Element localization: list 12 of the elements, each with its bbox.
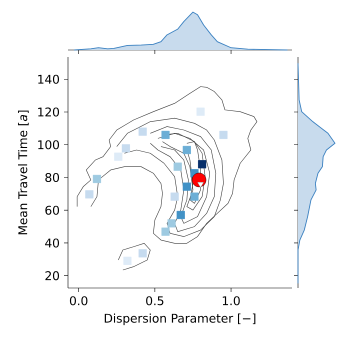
x-tick-label: 0.5: [146, 296, 164, 306]
x-tick-label: 0.0: [70, 296, 88, 306]
y-tick-label: 20: [45, 271, 60, 280]
y-tick-label: 100: [38, 140, 60, 150]
y-tick-label: 40: [45, 238, 60, 248]
x-tick-label: 1.0: [222, 296, 240, 306]
y-axis-title: Mean Travel Time [a]: [18, 110, 29, 234]
y-tick-label: 120: [38, 107, 60, 117]
y-tick-label: 80: [45, 172, 60, 182]
y-tick-label: 140: [38, 74, 60, 84]
y-tick-label: 60: [45, 206, 60, 215]
x-axis-title: Dispersion Parameter [−]: [104, 313, 256, 326]
